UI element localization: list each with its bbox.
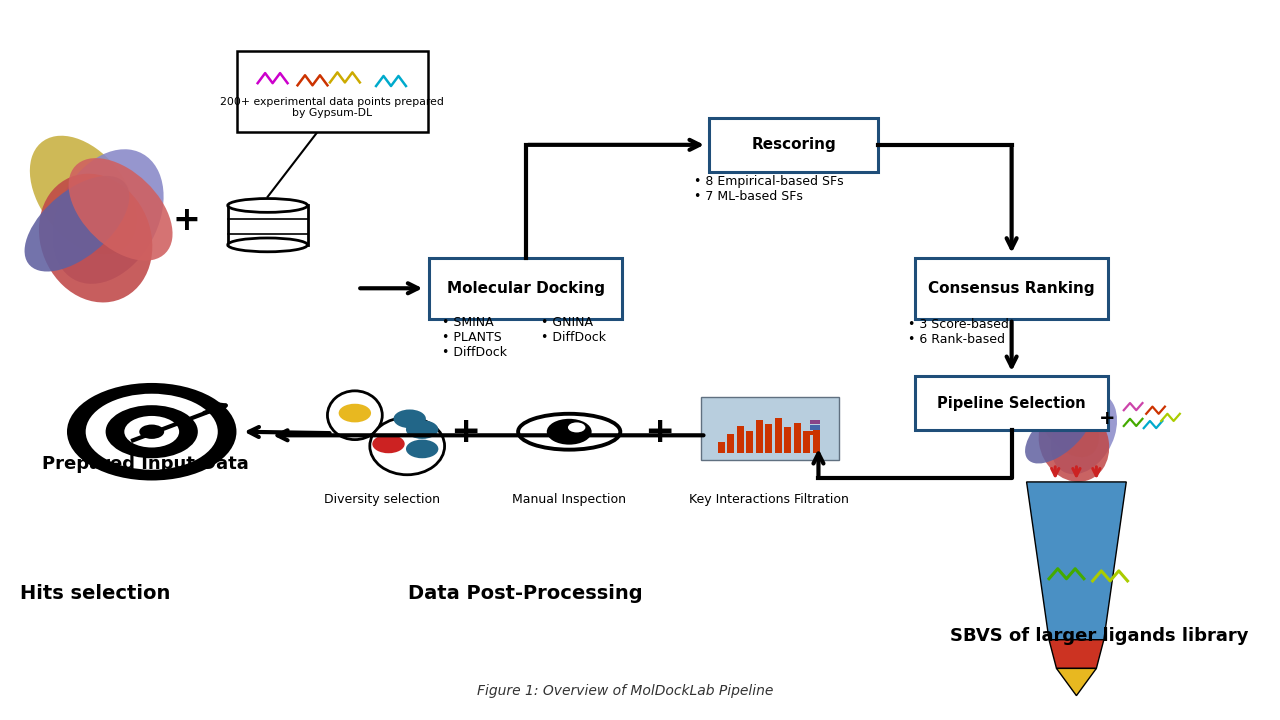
Text: Data Post-Processing: Data Post-Processing [408,584,643,603]
Bar [810,420,820,424]
Text: • GNINA
• DiffDock: • GNINA • DiffDock [540,315,605,343]
Circle shape [406,440,438,458]
Circle shape [547,419,591,445]
Ellipse shape [370,418,444,474]
Circle shape [568,423,585,433]
Ellipse shape [1038,403,1110,482]
Bar [765,424,772,453]
FancyBboxPatch shape [700,397,838,459]
Text: Hits selection: Hits selection [20,584,170,603]
Text: 200+ experimental data points prepared
by Gypsum-DL: 200+ experimental data points prepared b… [220,96,444,118]
Bar [228,205,307,245]
Text: SBVS of larger ligands library: SBVS of larger ligands library [950,627,1248,645]
Ellipse shape [228,199,307,212]
Text: Pipeline Selection: Pipeline Selection [937,395,1085,410]
Circle shape [67,383,237,480]
Bar [727,434,735,453]
Bar [746,431,753,453]
Text: • SMINA
• PLANTS
• DiffDock: • SMINA • PLANTS • DiffDock [442,315,507,359]
Circle shape [124,416,179,448]
Text: Manual Inspection: Manual Inspection [512,492,626,505]
Circle shape [393,410,426,428]
Text: Molecular Docking: Molecular Docking [447,281,604,296]
Bar [810,431,820,436]
Text: +: + [644,415,675,449]
Text: +: + [451,415,481,449]
Bar [810,426,820,430]
Polygon shape [1056,668,1097,696]
Ellipse shape [52,149,164,284]
Ellipse shape [29,136,137,254]
Circle shape [339,404,371,423]
Ellipse shape [1025,400,1093,464]
Ellipse shape [38,174,152,302]
Ellipse shape [518,414,621,450]
FancyBboxPatch shape [915,376,1108,430]
Text: Figure 1: Overview of MolDockLab Pipeline: Figure 1: Overview of MolDockLab Pipelin… [477,684,773,698]
Circle shape [140,425,164,439]
Ellipse shape [328,391,383,440]
Circle shape [406,420,438,439]
Ellipse shape [1051,392,1117,474]
Text: • 3 Score-based
• 6 Rank-based: • 3 Score-based • 6 Rank-based [909,318,1009,346]
Text: Key Interactions Filtration: Key Interactions Filtration [689,492,849,505]
Ellipse shape [228,238,307,252]
Circle shape [106,405,198,458]
Bar [794,423,801,453]
Text: Rescoring: Rescoring [751,138,836,153]
Circle shape [372,435,404,453]
Ellipse shape [69,158,173,261]
Bar [785,427,791,453]
FancyBboxPatch shape [709,118,878,172]
FancyBboxPatch shape [429,258,622,319]
Bar [774,418,782,453]
Bar [803,431,810,453]
Text: Diversity selection: Diversity selection [324,492,440,505]
Bar [718,441,724,453]
Text: Prepared Input Data: Prepared Input Data [42,455,248,473]
Text: Consensus Ranking: Consensus Ranking [928,281,1094,296]
FancyBboxPatch shape [237,50,428,132]
Circle shape [86,394,218,469]
Bar [813,426,819,453]
Bar [755,420,763,453]
Ellipse shape [24,176,129,271]
Text: • 8 Empirical-based SFs
• 7 ML-based SFs: • 8 Empirical-based SFs • 7 ML-based SFs [694,175,844,203]
Text: +: + [1100,409,1116,428]
Bar [736,426,744,453]
Ellipse shape [1037,384,1100,457]
Polygon shape [1027,482,1126,639]
Polygon shape [1050,639,1103,668]
Text: +: + [173,204,201,237]
FancyBboxPatch shape [915,258,1108,319]
